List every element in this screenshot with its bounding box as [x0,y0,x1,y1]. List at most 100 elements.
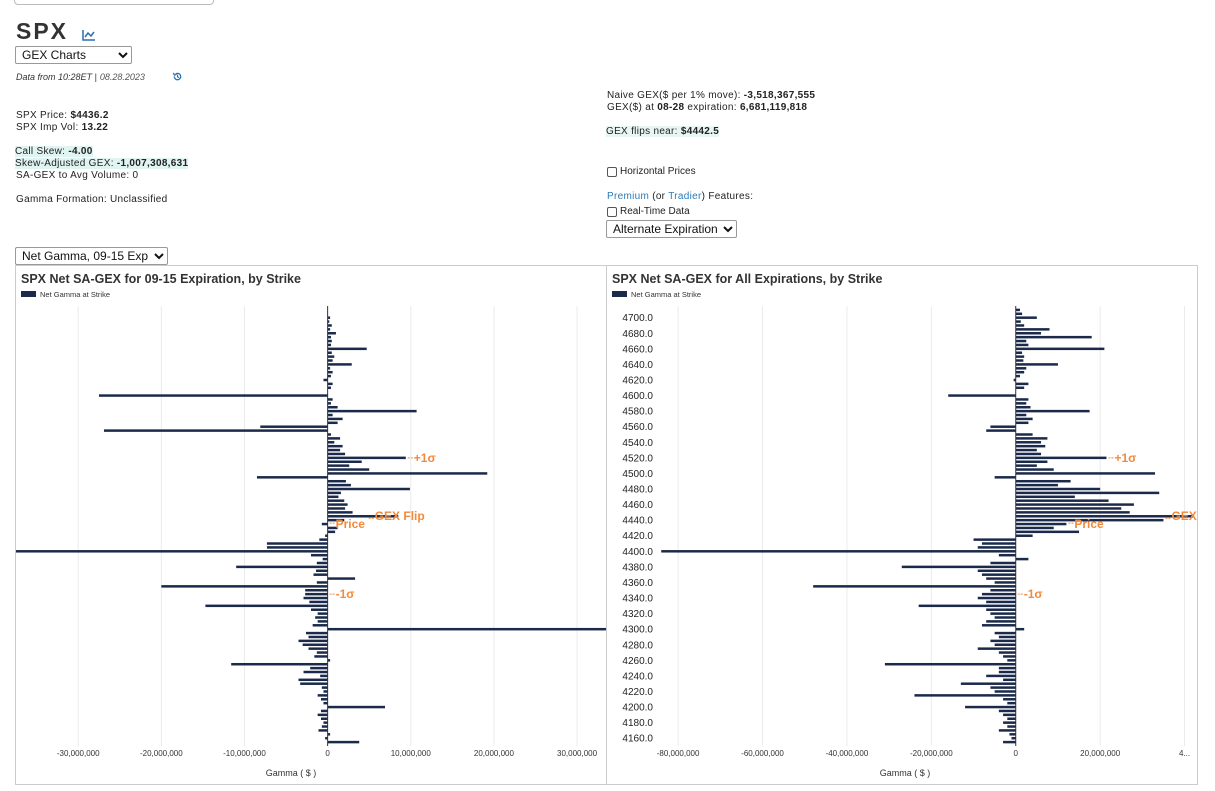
gamma-bar [990,686,1016,689]
chart-icon[interactable] [82,29,96,41]
top-input-stub[interactable] [14,0,214,5]
gamma-bar [986,620,1016,623]
gamma-bar [948,394,1016,397]
gamma-bar [327,320,330,323]
gamma-bar [315,616,328,619]
x-axis-label: Gamma ( $ ) [266,768,317,778]
gamma-bar [327,627,619,631]
strike-tick-label: 4580.0 [622,407,653,418]
strike-tick-label: 4560.0 [622,422,653,433]
strike-tick-label: 4680.0 [622,329,653,340]
gamma-bar [327,382,333,386]
gamma-bar [327,495,339,499]
gamma-bar [986,577,1016,580]
gamma-bar [327,464,350,467]
gamma-bar [1015,316,1037,319]
real-time-option[interactable]: Real-Time Data [607,206,690,217]
gamma-bar [884,662,1016,666]
gamma-bar [1007,717,1016,720]
gamma-bar [1003,721,1016,724]
strike-tick-label: 4360.0 [622,578,653,589]
gamma-bar [998,709,1016,713]
net-gamma-select[interactable]: Net Gamma, 09-15 Exp [15,247,168,265]
gamma-bar [1007,659,1016,662]
gamma-bar [327,421,338,425]
gamma-bar [303,596,328,600]
gamma-bar [98,394,328,397]
gamma-bar [308,647,328,650]
gamma-bar [1015,456,1107,460]
gamma-bar [327,347,367,351]
gamma-bar [317,620,328,623]
gamma-bar [1015,534,1033,537]
x-tick-label: -30,000,000 [57,749,100,758]
strike-tick-label: 4340.0 [622,594,653,605]
strike-tick-label: 4620.0 [622,375,653,386]
strike-tick-label: 4320.0 [622,609,653,620]
real-time-label: Real-Time Data [620,206,690,217]
gamma-bar [1009,733,1016,736]
gamma-bar [1015,515,1193,518]
history-icon[interactable] [172,71,183,82]
gamma-bar [1015,308,1020,312]
strike-tick-label: 4240.0 [622,671,653,682]
strike-tick-label: 4600.0 [622,391,653,402]
gamma-bar [1015,312,1023,316]
gamma-bar [977,596,1016,600]
marker-label: Price [1074,517,1104,531]
naive-gex: Naive GEX($ per 1% move): -3,518,367,555 [607,90,816,101]
gamma-bar [1015,382,1029,386]
gamma-bar [323,690,328,693]
gamma-bar [1015,405,1031,409]
gamma-bar [327,386,331,390]
gamma-bar [1003,678,1016,682]
strike-tick-label: 4260.0 [622,656,653,667]
gamma-bar [306,631,328,635]
x-tick-label: -20,000,000 [910,749,953,758]
gamma-bar [901,565,1016,569]
data-timestamp: Data from 10:28ET | 08.28.2023 [16,72,145,82]
gamma-bar [973,538,1016,541]
gamma-bar [998,729,1016,732]
strike-tick-label: 4440.0 [622,516,653,527]
gamma-bar [1015,374,1020,378]
gamma-bar [1015,452,1042,456]
gamma-bar [300,682,328,685]
gamma-bar [813,585,1016,588]
gamma-bar [1015,409,1090,413]
gamma-bar [977,647,1016,650]
x-axis-label: Gamma ( $ ) [880,768,931,778]
alternate-expiration-select[interactable]: Alternate Expiration [606,220,737,238]
gamma-bar [327,472,488,475]
gamma-bar [327,343,331,347]
gamma-bar [327,413,333,417]
view-select[interactable]: GEX Charts [15,46,132,64]
gamma-bar [320,717,328,720]
gamma-bar [266,542,328,545]
horizontal-prices-option[interactable]: Horizontal Prices [607,166,696,177]
gamma-bar [986,429,1016,432]
gamma-bar [313,573,328,576]
chart-title: SPX Net SA-GEX for All Expirations, by S… [612,272,882,286]
premium-link[interactable]: Premium [607,191,650,202]
real-time-checkbox[interactable] [607,206,617,217]
gamma-bar [1003,713,1016,717]
features-line: Premium (or Tradier) Features: [607,191,754,202]
gamma-bar [327,468,370,471]
horizontal-prices-checkbox[interactable] [607,166,617,177]
gamma-bar [320,709,328,713]
gamma-bar [327,370,333,374]
x-tick-label: 0 [1014,749,1019,758]
gamma-bar [661,550,1016,553]
gamma-bar [994,581,1016,584]
gamma-bar [310,666,328,670]
gamma-bar [1007,725,1016,728]
gamma-bar [1015,441,1042,444]
gamma-bar [316,581,328,584]
gamma-bar [327,335,331,339]
gamma-bar [1015,343,1029,347]
gamma-bar [327,518,345,522]
gamma-bar [260,425,328,428]
gamma-bar [327,398,333,401]
tradier-link[interactable]: Tradier [668,191,702,202]
